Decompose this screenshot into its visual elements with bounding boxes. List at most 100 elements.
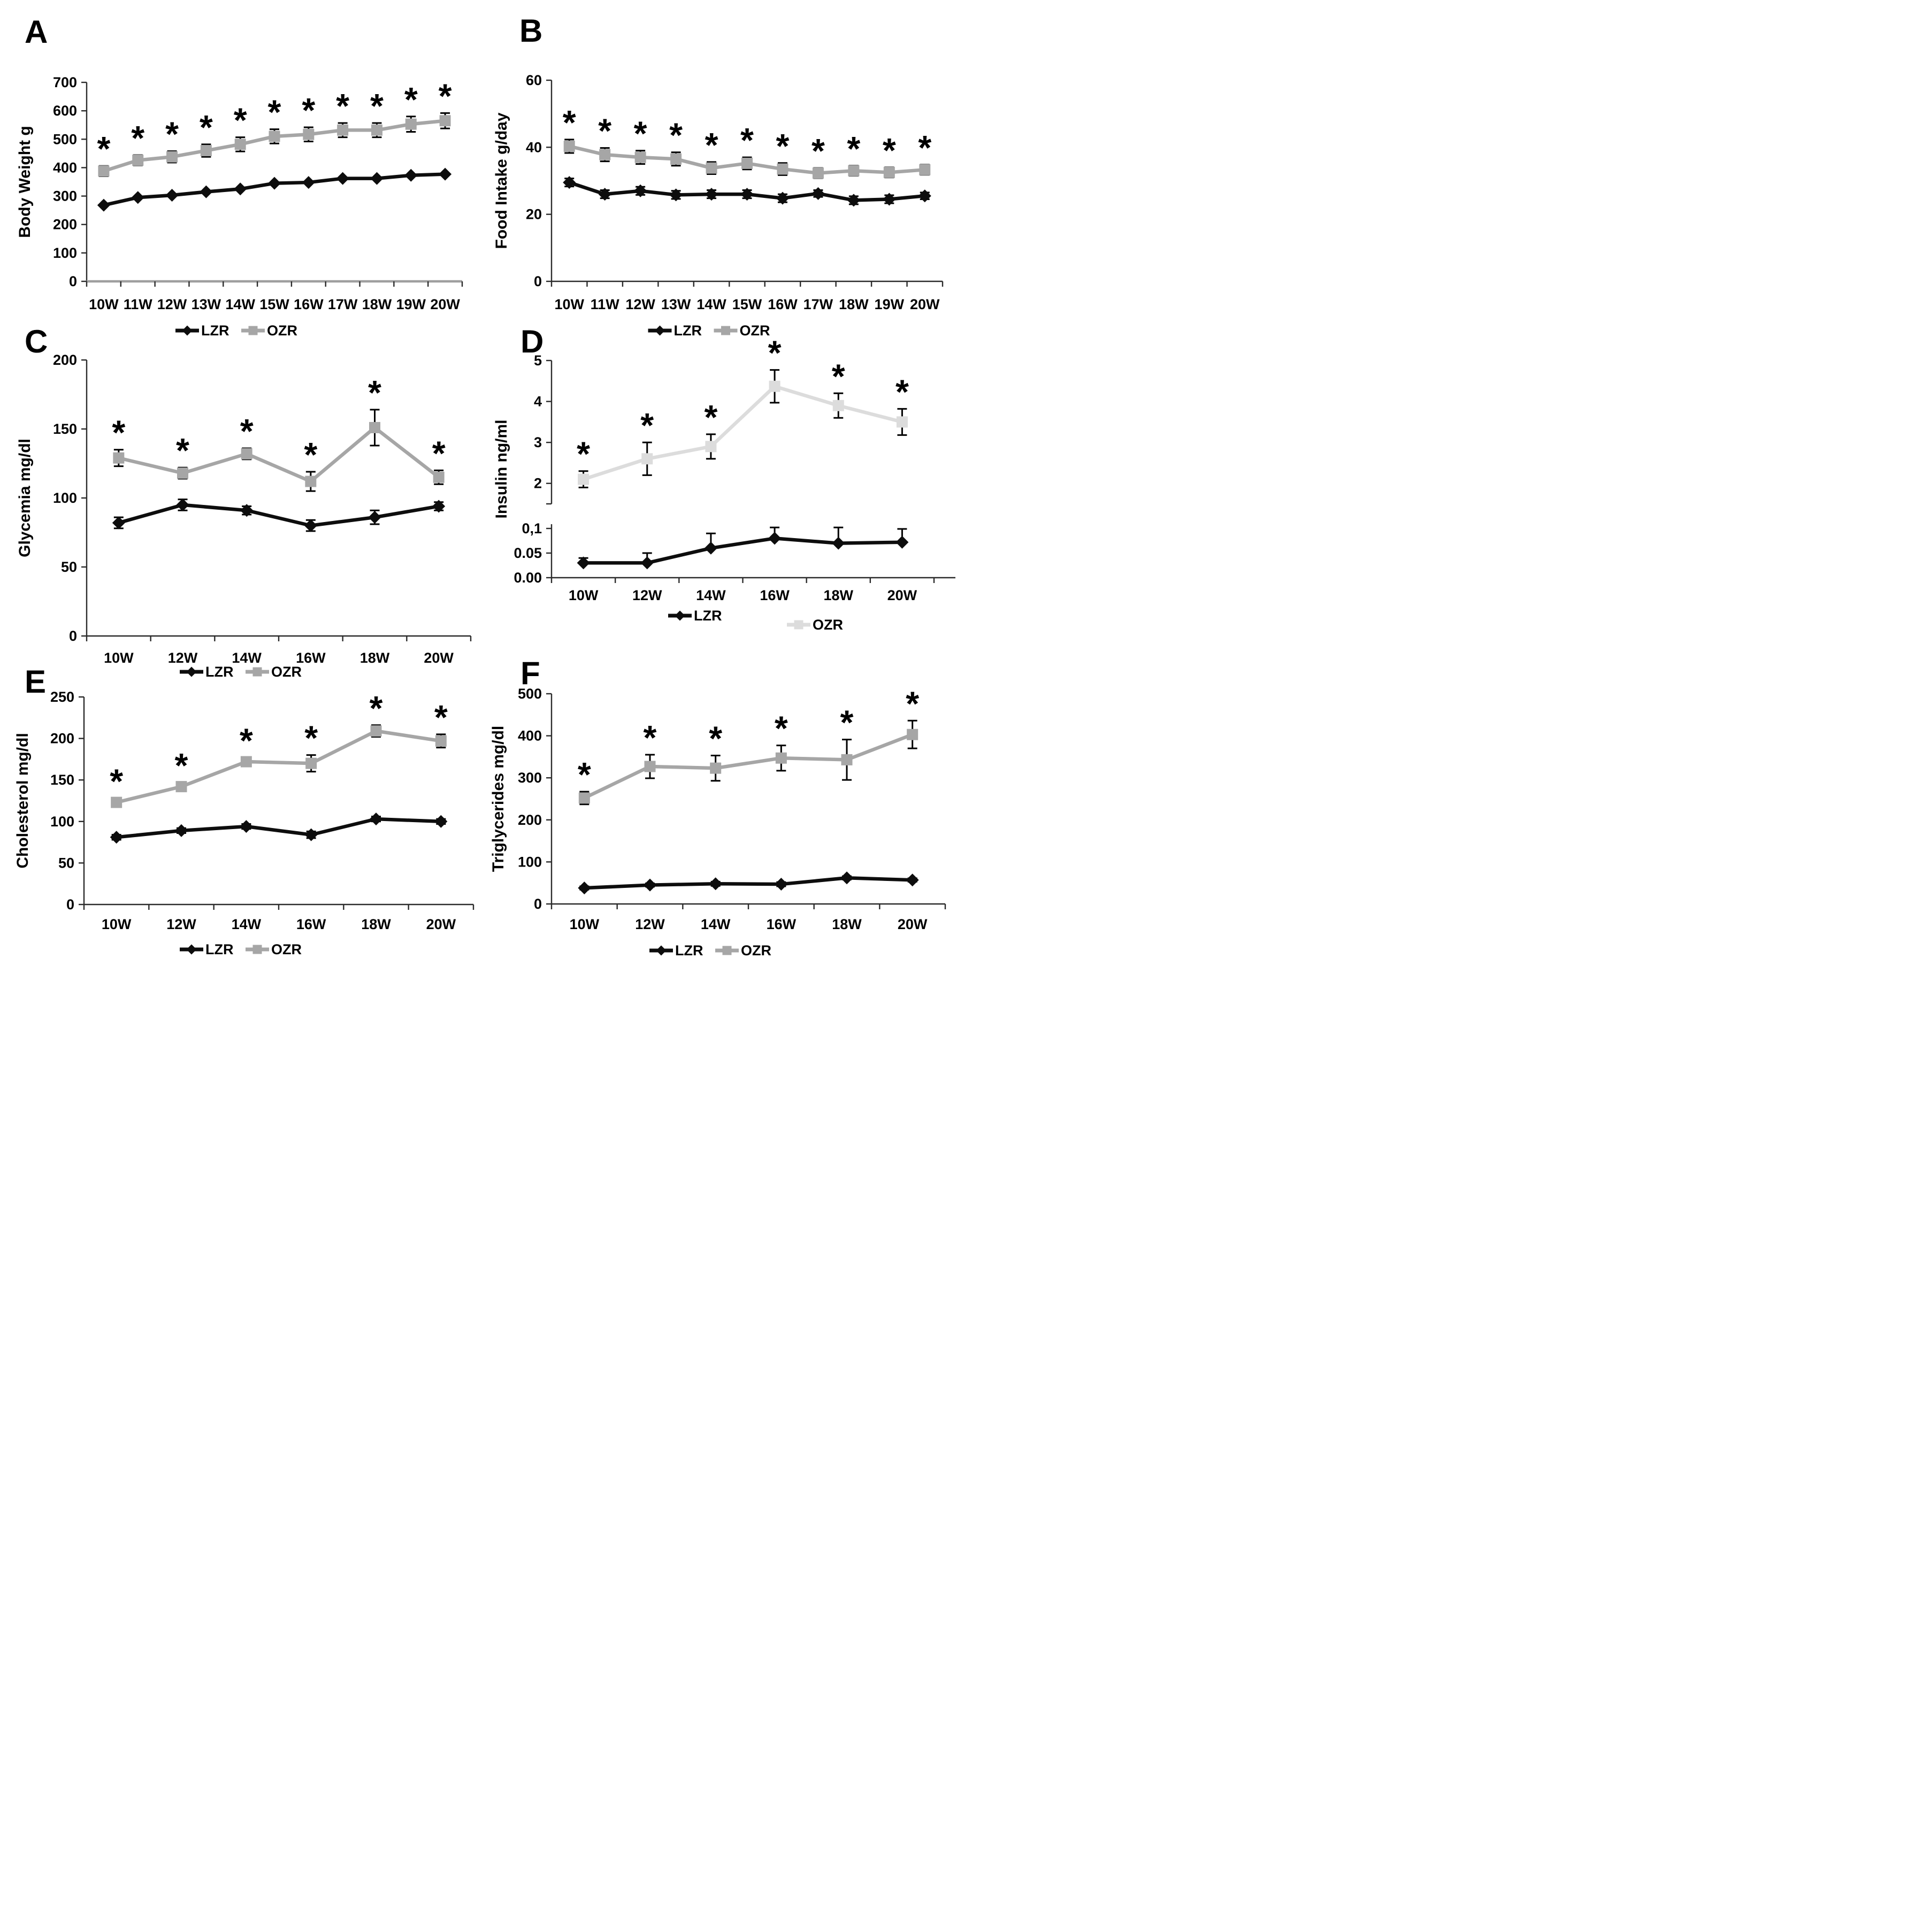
chart-triglycerides: 0 100 200 300 400 500 10W 12W 14W 16W 18W 20W Trigly… [489, 684, 946, 959]
data-point-diamond [832, 536, 845, 550]
data-point-diamond [186, 944, 197, 955]
legend-item-ozr-label: OZR [271, 941, 302, 957]
data-point-diamond [175, 824, 188, 837]
x-axis: 10W 12W 14W 16W 18W 20W [86, 635, 472, 666]
data-point-square [706, 162, 717, 174]
series-OZR-error-bars [113, 409, 444, 492]
significance-star: * [370, 689, 383, 727]
y-tick-label: 0,1 [522, 520, 542, 536]
data-point-square [200, 145, 212, 157]
data-point-square [741, 157, 753, 169]
x-tick-label: 10W [102, 916, 132, 932]
data-point-square [812, 167, 824, 179]
significance-star: * [832, 357, 845, 395]
significance-star: * [775, 709, 788, 748]
y-axis-label: Insulin ng/ml [493, 420, 510, 519]
x-tick-label: 18W [360, 650, 390, 666]
x-axis: 10W 12W 14W 16W 18W 20W [550, 577, 955, 603]
data-point-square [337, 124, 349, 136]
significance-star: * [644, 718, 657, 757]
x-tick-label: 20W [898, 916, 928, 932]
panel-glycemia: C 0 50 100 150 200 10W 12W 14W 16W 18W 20W Glycemia… [0, 326, 482, 680]
figure-grid: A 0 100 200 300 400 500 600 700 10W 11W 12W 13W 14W 1… [0, 0, 964, 966]
y-axis-title: Food Intake g/day [493, 112, 510, 249]
x-tick-label: 18W [832, 916, 862, 932]
y-tick-label: 300 [53, 188, 77, 204]
legend-item-ozr-label: OZR [740, 323, 770, 339]
data-point-square [177, 467, 188, 479]
data-point-square [775, 752, 787, 764]
x-tick-label: 10W [89, 296, 119, 312]
panel-label-f: F [520, 655, 540, 691]
series-LZR [578, 871, 919, 895]
data-point-diamond [302, 176, 315, 189]
series-OZR-markers [98, 115, 451, 177]
series-OZR: * * * * * * [577, 334, 909, 488]
data-point-diamond [840, 871, 853, 885]
series-OZR: * * * * * * [578, 684, 919, 806]
data-point-diamond [906, 873, 919, 887]
significance-star: * [578, 755, 591, 794]
data-point-diamond [812, 187, 825, 200]
data-point-square [433, 471, 445, 483]
data-point-square [883, 166, 895, 178]
x-tick-label: 10W [570, 916, 600, 932]
data-point-diamond [705, 188, 718, 201]
y-tick-label: 50 [58, 855, 74, 871]
panel-label-e: E [25, 664, 47, 700]
x-tick-label: 10W [554, 296, 584, 312]
x-tick-label: 14W [232, 916, 262, 932]
data-point-square [578, 473, 590, 485]
significance-stars: * * * * * * [110, 689, 448, 801]
y-tick-label: 100 [518, 854, 542, 870]
data-point-square [305, 757, 317, 769]
significance-star: * [165, 115, 179, 154]
legend: LZR OZR [180, 941, 302, 957]
data-point-square [832, 400, 844, 411]
data-point-square [578, 792, 590, 804]
series-LZR-line [118, 503, 439, 527]
series-OZR-error-bars [111, 724, 446, 808]
y-tick-label: 100 [53, 490, 77, 506]
chart-B: 0 20 40 60 10W 11W 12W 13W 14W 15W 16W 17W 18W 19W 20W… [493, 72, 944, 339]
data-point-square [132, 155, 144, 166]
x-tick-label: 13W [192, 296, 221, 312]
significance-stars: * * * * * * [577, 334, 909, 473]
data-point-square [563, 140, 575, 152]
y-tick-label: 0 [69, 628, 77, 644]
significance-star: * [110, 762, 123, 800]
data-point-diamond [186, 666, 197, 677]
x-tick-label: 18W [839, 296, 869, 312]
x-tick-label: 17W [803, 296, 833, 312]
y-axis-label: Cholesterol mg/dl [14, 733, 32, 868]
y-tick-label: 700 [53, 74, 77, 90]
y-tick-label: 200 [53, 352, 77, 368]
data-point-diamond [655, 325, 665, 336]
data-point-square [794, 620, 803, 630]
data-point-diamond [434, 815, 448, 828]
data-point-diamond [918, 189, 931, 203]
x-tick-label: 16W [767, 916, 797, 932]
y-tick-label: 600 [53, 103, 77, 119]
significance-stars: * * * * * * [112, 373, 445, 474]
data-point-diamond [182, 325, 193, 336]
y-tick-label: 20 [526, 206, 542, 223]
x-tick-label: 10W [569, 587, 599, 603]
data-point-square [252, 667, 262, 677]
x-tick-label: 20W [430, 296, 460, 312]
y-tick-label: 200 [518, 812, 542, 828]
chart-A: 0 100 200 300 400 500 600 700 10W 11W 12W 13W 14W 15W… [16, 74, 463, 339]
series-LZR [577, 526, 909, 570]
series-OZR-markers [578, 729, 918, 804]
panel-label-b: B [519, 13, 543, 49]
series-OZR-markers [563, 140, 931, 179]
data-point-square [98, 165, 110, 177]
data-point-square [175, 781, 187, 793]
data-point-square [303, 128, 315, 140]
y-axis: 0 20 40 60 [526, 72, 553, 289]
data-point-diamond [439, 167, 452, 181]
series-OZR-markers [113, 421, 445, 487]
panel-label-a: A [25, 14, 48, 50]
significance-star: * [812, 132, 825, 170]
data-point-square [305, 476, 317, 487]
